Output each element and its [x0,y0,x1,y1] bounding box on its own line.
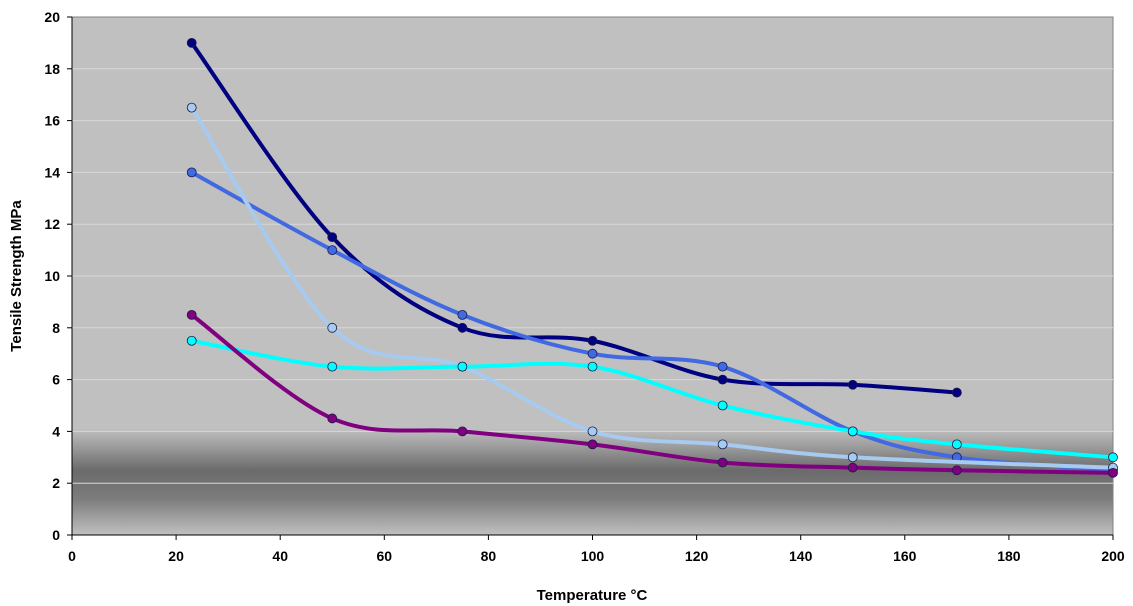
x-axis-title: Temperature °C [537,587,648,604]
series-line [189,170,1115,473]
data-point [717,361,728,372]
x-tick-label: 0 [68,548,76,564]
data-point [587,426,598,437]
data-point [327,361,338,372]
y-tick-label: 14 [44,164,60,180]
series-4 [186,335,1118,463]
data-point [717,439,728,450]
y-tick-label: 6 [52,372,60,388]
data-point [847,426,858,437]
y-tick-label: 2 [52,475,60,491]
data-point [457,426,468,437]
x-tick-label: 160 [893,548,917,564]
y-tick-label: 8 [52,320,60,336]
x-tick-label: 100 [581,548,605,564]
x-tick-label: 140 [789,548,813,564]
data-point [327,413,338,424]
x-tick-label: 180 [997,548,1021,564]
y-tick-label: 10 [44,268,60,284]
data-point [587,361,598,372]
series-5 [186,309,1118,478]
data-point [457,309,468,320]
data-point [457,322,468,333]
data-point [1108,467,1118,478]
x-tick-label: 80 [481,548,497,564]
data-point [327,245,338,256]
data-point [951,465,962,476]
y-tick-label: 18 [44,61,60,77]
y-tick-label: 12 [44,216,60,232]
data-point [847,379,858,390]
y-tick-label: 4 [52,423,60,439]
data-point [717,457,728,468]
data-point [951,439,962,450]
data-point [186,38,197,48]
series-1 [186,38,962,398]
data-point [587,348,598,359]
data-point [327,232,338,243]
data-point [1108,452,1118,463]
series-line [189,40,959,395]
y-tick-label: 16 [44,113,60,129]
data-point [847,452,858,463]
data-point [847,462,858,473]
x-tick-label: 200 [1101,548,1125,564]
series-3 [186,102,1118,473]
data-point [951,387,962,398]
data-point [717,400,728,411]
x-tick-label: 20 [168,548,184,564]
x-tick-label: 60 [377,548,393,564]
data-point [186,335,197,346]
data-point [186,167,197,178]
x-tick-label: 120 [685,548,709,564]
data-point [587,335,598,346]
y-tick-label: 20 [44,9,60,25]
y-tick-label: 0 [52,527,60,543]
data-point [457,361,468,372]
data-point [587,439,598,450]
gridlines [72,68,1113,484]
data-point [327,322,338,333]
series-group [186,38,1118,478]
x-tick-label: 40 [272,548,288,564]
data-point [186,102,197,113]
y-axis-title: Tensile Strength MPa [8,200,25,352]
data-point [186,309,197,320]
data-point [717,374,728,385]
